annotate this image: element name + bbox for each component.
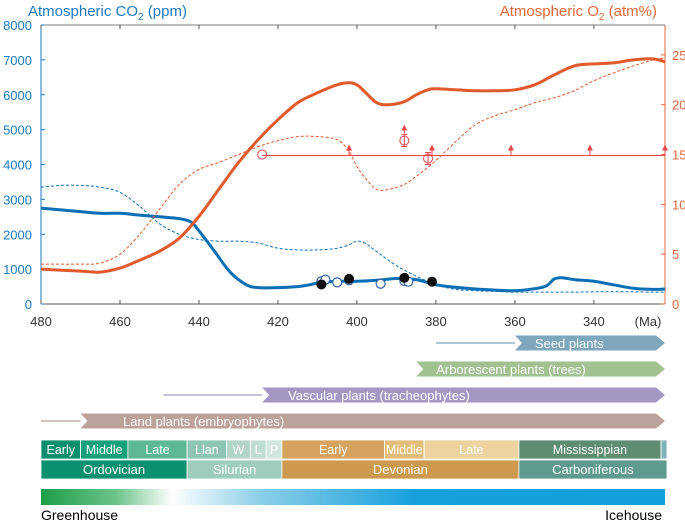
- co2-proxy-filled-point: [316, 279, 327, 290]
- co2-proxy-filled-point: [344, 273, 355, 284]
- y-left-tick-label: 0: [25, 297, 32, 312]
- period-bars: Ordovician Silurian Devonian Carboniferous: [40, 459, 668, 480]
- epoch-label: Late: [459, 443, 483, 457]
- y-left-tick-label: 2000: [3, 227, 32, 242]
- y-right-tick-label: 15: [672, 148, 685, 163]
- y-right-tick-label: 25: [672, 48, 685, 63]
- epoch-label: Early: [47, 443, 76, 457]
- y-right-tick-label: 10: [672, 197, 685, 212]
- o2-proxy-point: [257, 149, 268, 160]
- x-axis-ticks: 480 460 440 420 400 380 360 340 (Ma): [30, 25, 661, 329]
- co2-model-line: [40, 206, 666, 293]
- y-left-tick-label: 4000: [3, 158, 32, 173]
- y-left-tick-label: 3000: [3, 192, 32, 207]
- period-label: Silurian: [213, 462, 256, 477]
- plant-bar-label: Seed plants: [535, 336, 604, 351]
- co2-proxy-filled-point: [399, 272, 410, 283]
- period-label: Carboniferous: [552, 462, 634, 477]
- o2-alt-model-dashed-line: [40, 57, 666, 265]
- epoch-bars: Early Middle Late Llan W L P Early Middle Late Mis…: [40, 439, 668, 460]
- y-left-axis-title: Atmospheric CO2 (ppm): [28, 3, 187, 23]
- greenhouse-label: Greenhouse: [41, 507, 118, 523]
- co2-proxy-open-point: [375, 278, 386, 289]
- y-left-tick-label: 1000: [3, 262, 32, 277]
- epoch-label: Mississippian: [553, 443, 627, 457]
- y-left-tick-label: 7000: [3, 53, 32, 68]
- y-right-tick-label: 5: [672, 247, 679, 262]
- x-tick-label: 460: [109, 314, 131, 329]
- plant-bar-label: Land plants (embryophytes): [123, 414, 284, 429]
- y-left-axis-ticks: 0 1000 2000 3000 4000 5000 6000 7000 8000: [3, 18, 45, 312]
- o2-proxy-layer: [257, 124, 668, 165]
- climate-gradient-bar: [41, 489, 665, 505]
- epoch-label: Llan: [195, 443, 219, 457]
- x-tick-label: 400: [346, 314, 368, 329]
- co2-points-layer: [316, 272, 437, 290]
- plant-bar-label: Arborescent plants (trees): [436, 362, 586, 377]
- epoch-cell: [660, 439, 668, 460]
- x-tick-label: 380: [425, 314, 447, 329]
- epoch-label: Early: [319, 443, 348, 457]
- y-left-tick-label: 5000: [3, 123, 32, 138]
- co2-proxy-filled-point: [426, 276, 437, 287]
- co2-alt-model-dashed-line: [40, 184, 666, 293]
- y-right-tick-label: 20: [672, 98, 685, 113]
- y-left-tick-label: 6000: [3, 88, 32, 103]
- epoch-label: L: [255, 443, 262, 457]
- x-tick-label: 480: [30, 314, 52, 329]
- x-unit-label: (Ma): [635, 314, 662, 329]
- plant-bars: Seed plants Arborescent plants (trees) Vas…: [41, 335, 666, 429]
- plant-bar-arrow: [514, 335, 665, 351]
- o2-proxy-point: [423, 153, 434, 164]
- epoch-label: W: [233, 443, 245, 457]
- x-tick-label: 360: [504, 314, 526, 329]
- y-left-tick-label: 8000: [3, 18, 32, 33]
- epoch-label: Late: [145, 443, 169, 457]
- period-label: Ordovician: [83, 462, 145, 477]
- epoch-label: Middle: [86, 443, 123, 457]
- epoch-label: P: [270, 443, 278, 457]
- x-tick-label: 340: [583, 314, 605, 329]
- plant-bar-arrow: [80, 413, 666, 429]
- period-cell: [518, 459, 668, 480]
- plant-bar-arrow: [416, 361, 665, 377]
- x-tick-label: 440: [188, 314, 210, 329]
- epoch-label: Middle: [386, 443, 423, 457]
- x-tick-label: 420: [267, 314, 289, 329]
- icehouse-label: Icehouse: [605, 507, 662, 523]
- series-layer: [40, 57, 666, 293]
- co2-proxy-open-point: [332, 277, 343, 288]
- period-label: Devonian: [373, 462, 428, 477]
- plant-bar-label: Vascular plants (tracheophytes): [288, 388, 470, 403]
- y-right-axis-title: Atmospheric O2 (atm%): [500, 3, 657, 23]
- y-right-axis-ticks: 0 5 10 15 20 25: [661, 48, 685, 312]
- plant-bar-arrow: [262, 387, 665, 403]
- o2-proxy-point: [399, 135, 410, 146]
- o2-model-line: [40, 57, 666, 274]
- y-right-tick-label: 0: [672, 297, 679, 312]
